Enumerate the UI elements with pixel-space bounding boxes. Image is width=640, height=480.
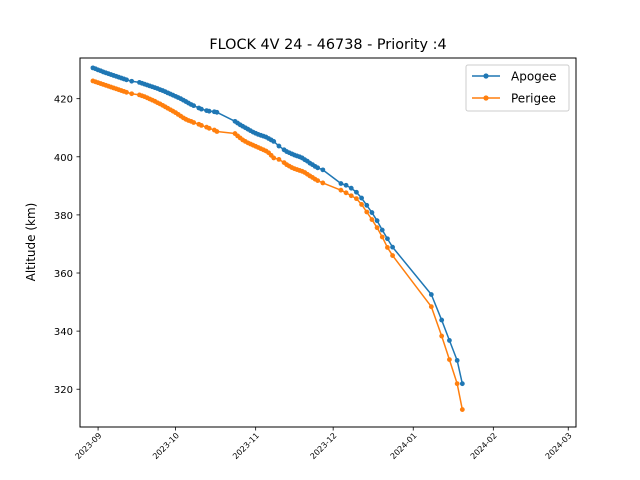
data-point-perigee [379, 234, 385, 240]
data-point-apogee [454, 358, 460, 363]
y-tick-label: 400 [54, 153, 73, 164]
data-point-apogee [369, 210, 375, 215]
data-point-apogee [206, 108, 212, 114]
data-point-perigee [320, 180, 326, 186]
data-point-apogee [439, 317, 445, 323]
data-point-perigee [374, 225, 380, 231]
chart-title: FLOCK 4V 24 - 46738 - Priority :4 [209, 37, 446, 53]
data-point-apogee [379, 227, 385, 233]
data-point-apogee [276, 143, 282, 149]
legend-marker-apogee [483, 73, 489, 79]
data-point-apogee [348, 185, 354, 191]
data-point-perigee [428, 304, 434, 310]
series-layer [90, 65, 465, 412]
data-point-perigee [439, 333, 445, 339]
data-point-apogee [447, 338, 452, 343]
data-point-apogee [459, 381, 465, 387]
data-point-perigee [199, 123, 204, 128]
data-point-perigee [124, 89, 129, 95]
data-point-perigee [459, 407, 465, 412]
series-apogee [90, 65, 465, 387]
data-point-perigee [315, 178, 321, 184]
data-point-perigee [206, 125, 212, 131]
data-point-perigee [348, 193, 354, 199]
data-point-apogee [385, 236, 390, 242]
data-point-perigee [390, 253, 395, 258]
data-point-perigee [276, 157, 282, 162]
data-point-apogee [364, 202, 370, 208]
data-point-perigee [354, 196, 359, 202]
data-point-apogee [390, 244, 395, 250]
data-point-apogee [129, 78, 135, 84]
data-point-apogee [315, 165, 321, 171]
data-point-apogee [343, 182, 349, 188]
data-point-perigee [364, 209, 370, 215]
data-point-apogee [124, 77, 129, 83]
data-point-apogee [359, 195, 364, 201]
data-point-perigee [338, 187, 344, 193]
y-tick-label: 320 [54, 385, 73, 396]
y-tick-label: 380 [54, 211, 73, 222]
data-point-perigee [385, 245, 390, 250]
data-point-perigee [369, 217, 375, 222]
y-axis-label: Altitude (km) [24, 203, 38, 282]
data-point-perigee [191, 120, 197, 125]
legend: Apogee Perigee [465, 64, 570, 112]
data-point-perigee [271, 155, 277, 161]
data-point-apogee [320, 167, 326, 173]
data-point-apogee [374, 218, 380, 224]
data-point-perigee [129, 91, 135, 97]
data-point-apogee [199, 106, 204, 112]
y-tick-label: 420 [54, 95, 73, 106]
plot-frame [79, 57, 577, 428]
legend-marker-perigee [483, 95, 489, 101]
data-point-apogee [191, 103, 197, 109]
data-point-apogee [354, 189, 359, 195]
legend-label-perigee: Perigee [511, 92, 556, 106]
data-point-apogee [338, 181, 344, 186]
y-axis: 320 340 360 380 400 420 [54, 95, 80, 396]
data-point-perigee [359, 202, 364, 207]
data-point-perigee [447, 357, 452, 362]
y-tick-label: 340 [54, 327, 73, 338]
data-point-perigee [343, 190, 349, 196]
data-point-apogee [214, 109, 220, 115]
y-tick-label: 360 [54, 269, 73, 280]
series-perigee [90, 78, 465, 412]
data-point-apogee [271, 138, 277, 144]
data-point-perigee [214, 129, 220, 134]
data-point-perigee [454, 381, 460, 387]
data-point-apogee [428, 292, 434, 297]
legend-label-apogee: Apogee [511, 70, 557, 84]
